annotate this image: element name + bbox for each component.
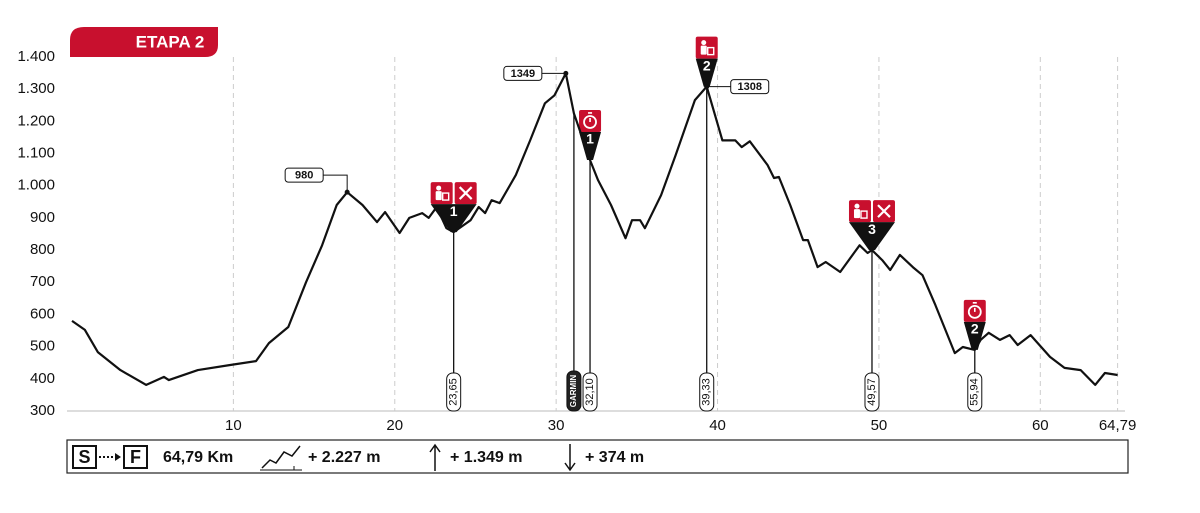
y-tick-label: 500 [30,338,55,355]
finish-box [123,445,148,469]
badge-number: 2 [703,57,711,73]
marker-label: GARMIN [569,375,578,408]
timer-icon-hand [588,112,593,122]
food-icon-plate [707,46,715,56]
title-tab [70,27,218,57]
badge-wedge [430,204,477,233]
x-tick-label: 40 [709,417,726,434]
start-arrow-head [115,453,121,461]
y-tick-label: 1.000 [17,177,55,194]
food-icon-head [854,203,860,209]
marker-label-box [582,372,598,412]
marker-label: 55,94 [969,378,981,406]
timer-icon-hand [972,302,977,312]
peak-label-box [730,79,770,95]
y-tick-label: 400 [30,370,55,387]
tools-icon [458,186,473,200]
gain: + 2.227 m [308,449,381,466]
badge-number: 3 [868,221,876,237]
marker-label-box [446,372,462,412]
marker-label: 23,65 [448,378,460,406]
badge-wedge [579,131,602,160]
y-tick-label: 800 [30,241,55,258]
gain-icon-base [260,466,302,471]
peak-label: 1308 [737,81,761,93]
start-label: S [78,447,90,467]
y-tick-label: 900 [30,209,55,226]
descent: + 374 m [585,449,644,466]
food-icon-body [435,191,442,201]
food-icon-body [700,45,707,55]
timer-icon [583,115,597,129]
elevation-line [71,72,1118,386]
badge-number: 2 [971,321,979,337]
timer-icon [967,304,982,319]
badge-number: 1 [586,131,594,147]
x-tick-label: 50 [871,417,888,434]
peak-leader [323,174,348,193]
y-tick-label: 1.400 [17,48,55,65]
descent-icon [564,444,576,472]
summary-box [66,439,1129,474]
marker-label-box [967,372,983,412]
marker-label-box [566,370,582,412]
marker-label: 49,57 [866,378,878,406]
peak-label-box [503,65,543,81]
ascent: + 1.349 m [450,449,523,466]
ascent-icon [429,443,441,471]
gain-icon [261,445,301,469]
badge-wedge [695,58,718,87]
food-icon-plate [860,210,868,219]
food-icon-plate [441,192,450,201]
marker-label-box [864,372,880,412]
x-tick-label: 30 [548,417,565,434]
peak-label: 1349 [511,68,535,80]
x-tick-label: 64,79 [1099,417,1137,434]
y-tick-label: 600 [30,305,55,322]
start-box [72,445,97,469]
chart-title: ETAPA 2 [136,32,205,51]
x-tick-label: 60 [1032,417,1049,434]
finish-label: F [130,447,141,467]
food-icon-body [853,209,860,219]
x-tick-label: 10 [225,417,242,434]
y-tick-label: 700 [30,273,55,290]
y-tick-label: 1.100 [17,145,55,162]
badge-wedge [963,321,986,350]
distance: 64,79 Km [163,449,233,466]
y-tick-label: 300 [30,402,55,419]
peak-label-box [284,167,324,183]
x-tick-label: 20 [386,417,403,434]
tools-icon [877,204,891,218]
marker-label: 32,10 [584,378,596,406]
badge-number: 1 [450,203,458,219]
y-tick-label: 1.200 [17,112,55,129]
peak-label: 980 [295,170,313,182]
food-icon-head [436,185,442,191]
badge-wedge [848,222,895,251]
marker-label: 39,33 [701,378,713,406]
marker-label-box [699,372,715,412]
y-tick-label: 1.300 [17,80,55,97]
food-icon-head [701,40,707,46]
